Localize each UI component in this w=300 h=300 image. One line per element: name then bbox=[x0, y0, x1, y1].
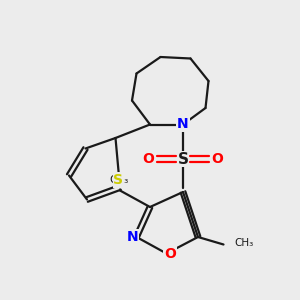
Text: S: S bbox=[113, 173, 124, 187]
Text: N: N bbox=[127, 230, 139, 244]
Text: O: O bbox=[142, 152, 154, 166]
Text: O: O bbox=[212, 152, 224, 166]
Text: S: S bbox=[178, 152, 188, 166]
Text: N: N bbox=[177, 118, 189, 131]
Text: CH₃: CH₃ bbox=[109, 175, 128, 185]
Text: O: O bbox=[164, 247, 176, 260]
Text: CH₃: CH₃ bbox=[234, 238, 253, 248]
